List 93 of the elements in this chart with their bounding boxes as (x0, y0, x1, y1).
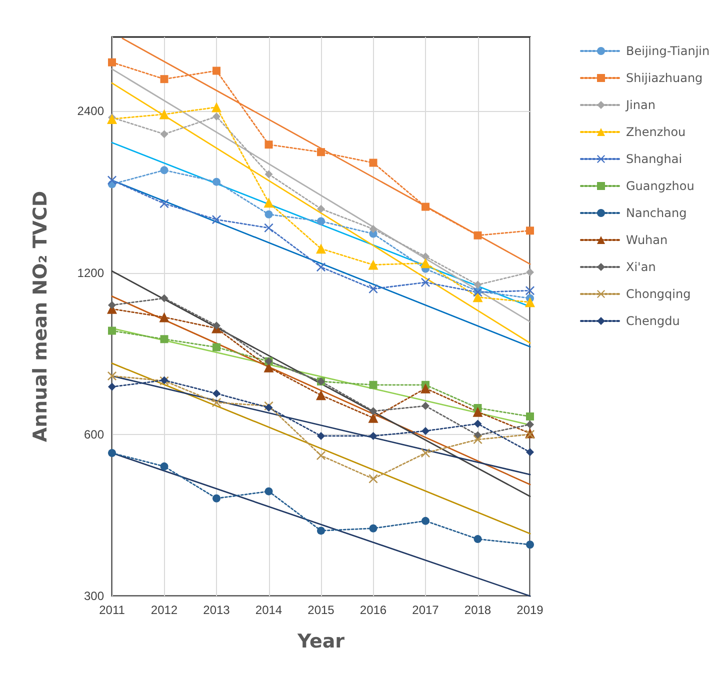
legend-label: Chongqing (626, 287, 691, 301)
point (108, 58, 116, 66)
legend-label: Wuhan (626, 233, 668, 247)
y-tick-label: 300 (84, 589, 104, 603)
point (160, 75, 168, 84)
legend-label: Chengdu (626, 314, 680, 328)
point (526, 412, 534, 420)
point (472, 292, 483, 302)
legend-label: Zhenzhou (626, 125, 686, 139)
x-tick-label: 2017 (412, 603, 440, 617)
point (473, 435, 482, 444)
point (160, 462, 168, 470)
point (422, 516, 430, 525)
x-tick-label: 2012 (150, 603, 178, 617)
legend-label: Shanghai (626, 152, 682, 166)
point (317, 148, 325, 156)
point (212, 322, 220, 330)
legend-label: Xi'an (626, 260, 656, 274)
legend-label: Guangzhou (626, 179, 694, 193)
y-tick-label: 1200 (77, 266, 104, 280)
x-tick-label: 2016 (360, 603, 387, 617)
x-tick-label: 2014 (255, 603, 282, 617)
point (317, 217, 325, 226)
point (108, 301, 116, 310)
point (420, 258, 430, 268)
point (160, 130, 168, 138)
point (369, 524, 378, 532)
point (526, 420, 534, 429)
point (212, 390, 220, 398)
legend-label: Nanchang (626, 206, 687, 220)
point (369, 407, 378, 416)
point (317, 432, 325, 440)
point (212, 112, 220, 121)
point (212, 102, 222, 112)
point (472, 406, 483, 417)
point (474, 280, 482, 289)
point (474, 420, 482, 428)
point (264, 170, 273, 178)
point (264, 487, 273, 496)
point (422, 252, 430, 261)
point (212, 178, 220, 186)
point (526, 268, 534, 276)
legend-label: Shijiazhuang (626, 71, 703, 85)
point (526, 448, 534, 456)
point (420, 383, 430, 394)
x-tick-label: 2015 (308, 603, 335, 617)
y-tick-label: 600 (84, 427, 104, 442)
point (317, 526, 325, 535)
point (369, 225, 378, 234)
x-axis-title: Year (296, 630, 346, 652)
legend-label: Jinan (625, 98, 656, 112)
point (160, 199, 169, 208)
x-tick-label: 2013 (203, 603, 230, 617)
point (316, 390, 326, 400)
point (525, 297, 535, 308)
point (421, 278, 430, 287)
point (422, 202, 430, 211)
point (212, 66, 220, 75)
point (474, 231, 482, 240)
point (160, 166, 168, 174)
point (212, 343, 220, 352)
point (160, 335, 168, 344)
point (316, 244, 326, 254)
point (369, 380, 378, 389)
point (159, 109, 170, 120)
point (264, 210, 273, 218)
point (212, 494, 220, 502)
x-tick-label: 2019 (516, 603, 544, 617)
point (368, 284, 378, 294)
point (264, 198, 274, 208)
legend-label: Beijing-Tianjin (626, 44, 710, 58)
point (108, 382, 116, 391)
point (368, 260, 378, 270)
point (526, 226, 534, 235)
point (264, 140, 273, 149)
point (422, 426, 430, 435)
point (474, 535, 482, 544)
point (264, 404, 273, 412)
point (422, 402, 430, 410)
y-tick-label: 2400 (77, 104, 104, 118)
point (108, 176, 116, 185)
point (526, 540, 534, 549)
x-tick-label: 2018 (464, 603, 492, 617)
point (264, 223, 274, 232)
point (108, 449, 116, 458)
point (317, 204, 325, 213)
point (160, 294, 168, 302)
point (159, 312, 170, 322)
x-tick-label: 2011 (99, 603, 126, 617)
point (369, 432, 378, 440)
point (108, 326, 116, 335)
y-axis-title: Annual mean NO₂ TVCD (30, 190, 52, 442)
point (369, 158, 378, 167)
